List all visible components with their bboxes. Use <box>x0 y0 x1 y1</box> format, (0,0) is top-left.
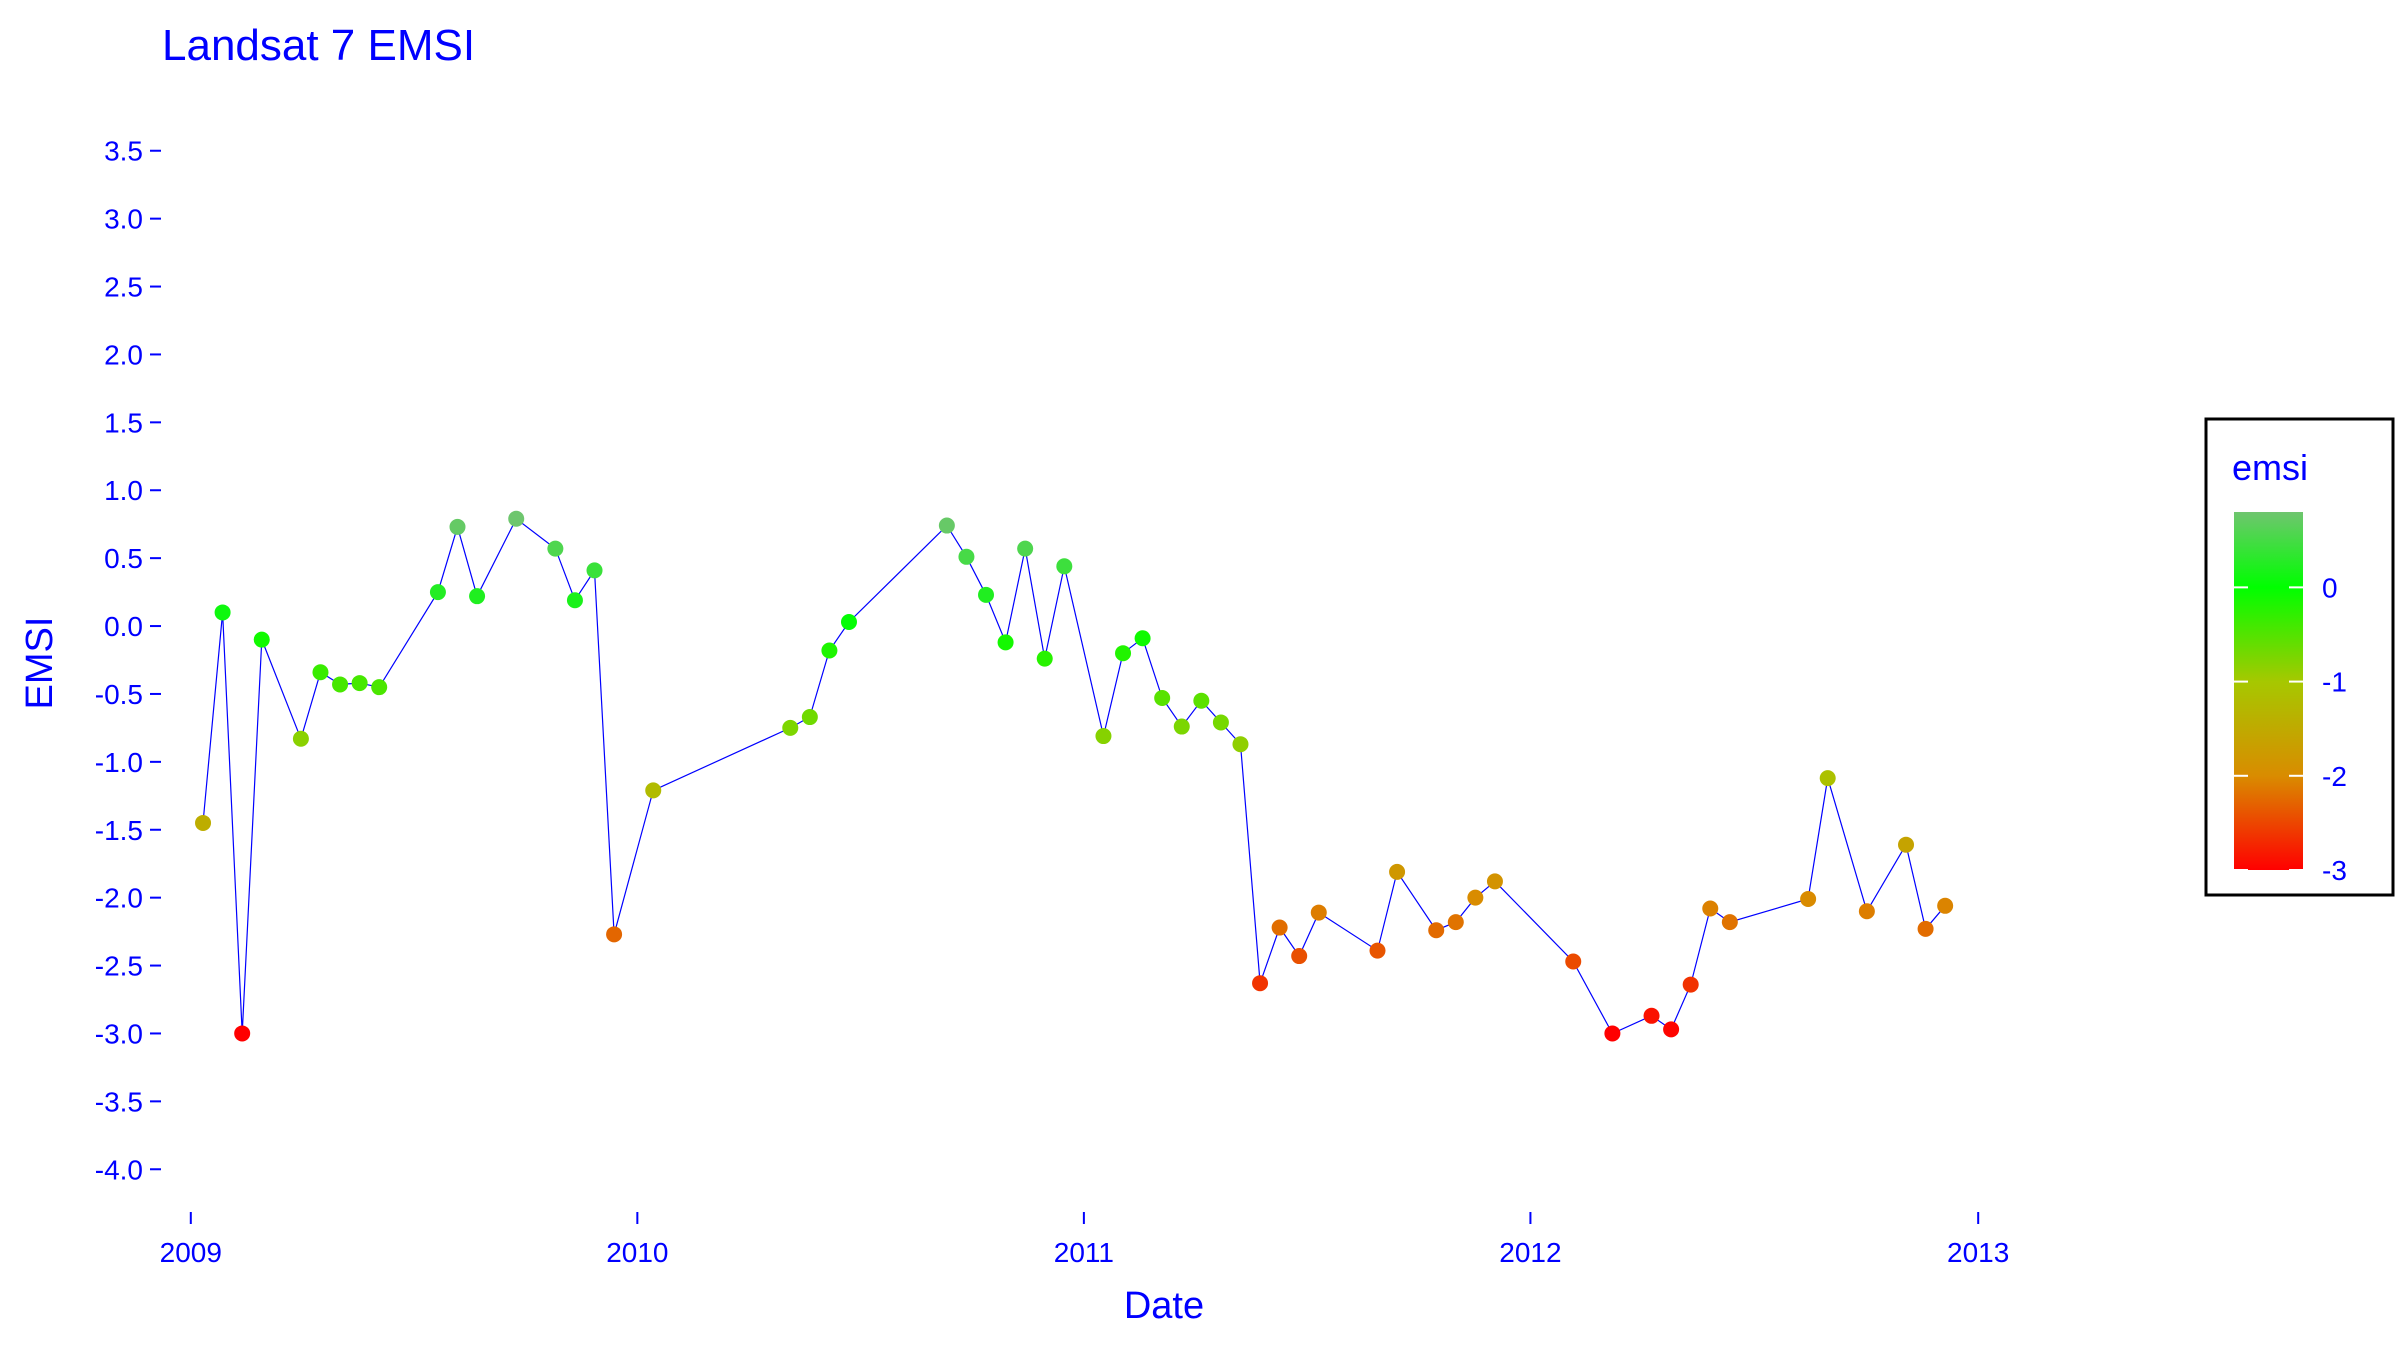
legend-tick-label: -1 <box>2322 667 2347 698</box>
y-tick-label: 2.5 <box>104 272 143 303</box>
data-point <box>1095 728 1112 745</box>
data-point <box>645 782 662 799</box>
data-point <box>1369 942 1386 959</box>
data-point <box>1389 863 1406 880</box>
data-point <box>938 517 955 534</box>
data-point <box>1486 873 1503 890</box>
data-point <box>978 586 995 603</box>
y-tick-label: -3.5 <box>95 1086 143 1117</box>
data-point <box>1467 889 1484 906</box>
data-point <box>1565 953 1582 970</box>
y-tick-label: 0.5 <box>104 543 143 574</box>
y-tick-label: 1.0 <box>104 475 143 506</box>
data-point <box>195 814 212 831</box>
data-point <box>1212 714 1229 731</box>
y-tick-label: -2.0 <box>95 883 143 914</box>
data-point <box>508 510 525 527</box>
data-point <box>586 562 603 579</box>
data-point <box>1604 1025 1621 1042</box>
y-tick-label: -4.0 <box>95 1154 143 1185</box>
data-point <box>449 518 466 535</box>
data-point <box>547 540 564 557</box>
y-tick-label: 3.5 <box>104 136 143 167</box>
data-point <box>469 588 486 605</box>
x-axis: 2009 2010 2011 2012 2013 <box>160 1212 2009 1268</box>
y-tick-label: 0.0 <box>104 611 143 642</box>
data-point <box>606 926 623 943</box>
data-point <box>1056 558 1073 575</box>
data-point <box>1173 718 1190 735</box>
data-point <box>332 676 349 693</box>
legend-colorbar <box>2234 512 2303 870</box>
data-point <box>782 719 799 736</box>
data-point <box>1643 1007 1660 1024</box>
data-point <box>292 730 309 747</box>
data-point <box>1017 540 1034 557</box>
y-tick-label: 1.5 <box>104 407 143 438</box>
data-point <box>1271 919 1288 936</box>
legend-title: emsi <box>2232 447 2308 488</box>
y-tick-label: 3.0 <box>104 204 143 235</box>
y-tick-label: -2.5 <box>95 951 143 982</box>
data-point <box>1663 1021 1680 1038</box>
data-point <box>1252 975 1269 992</box>
data-point <box>351 675 368 692</box>
data-point <box>840 613 857 630</box>
data-point <box>958 548 975 565</box>
x-tick-label: 2009 <box>160 1237 222 1268</box>
data-point <box>1898 836 1915 853</box>
data-point <box>801 709 818 726</box>
data-point <box>1721 914 1738 931</box>
data-point <box>1115 645 1132 662</box>
data-point <box>1800 891 1817 908</box>
series-line <box>202 517 1946 1035</box>
data-point <box>1134 630 1151 647</box>
data-point <box>1819 770 1836 787</box>
legend-tick-label: -3 <box>2322 855 2347 886</box>
y-axis: 3.5 3.0 2.5 2.0 1.5 1.0 0.5 0.0 -0.5 -1.0 -1.5 -2.0… <box>95 136 161 1185</box>
y-tick-label: -1.5 <box>95 815 143 846</box>
series-points <box>195 510 1954 1042</box>
y-tick-label: -0.5 <box>95 679 143 710</box>
x-tick-label: 2011 <box>1054 1237 1114 1268</box>
data-point <box>1310 904 1327 921</box>
data-point <box>1291 948 1308 965</box>
data-point <box>253 631 270 648</box>
data-point <box>1232 736 1249 753</box>
legend-ticks: 0 -1 -2 -3 <box>2234 572 2347 886</box>
x-tick-label: 2013 <box>1947 1237 2009 1268</box>
y-tick-label: -1.0 <box>95 747 143 778</box>
data-point <box>371 679 388 696</box>
data-point <box>997 634 1014 651</box>
data-point <box>1447 914 1464 931</box>
data-point <box>234 1025 251 1042</box>
y-tick-label: -3.0 <box>95 1018 143 1049</box>
x-tick-label: 2012 <box>1499 1237 1561 1268</box>
chart-title: Landsat 7 EMSI <box>162 21 475 70</box>
data-point <box>1193 692 1210 709</box>
y-tick-label: 2.0 <box>104 339 143 370</box>
data-point <box>429 584 446 601</box>
y-axis-title: EMSI <box>19 617 61 710</box>
data-point <box>312 664 329 681</box>
series-polyline <box>202 517 1946 1035</box>
data-point <box>214 604 231 621</box>
data-point <box>1917 920 1934 937</box>
data-point <box>1154 690 1171 707</box>
x-axis-title: Date <box>1124 1285 1204 1327</box>
data-point <box>566 592 583 609</box>
x-tick-label: 2010 <box>606 1237 668 1268</box>
legend-tick-label: 0 <box>2322 572 2338 603</box>
data-point <box>1702 900 1719 917</box>
data-point <box>1937 897 1954 914</box>
data-point <box>1428 922 1445 939</box>
data-point <box>1036 650 1053 667</box>
legend-tick-label: -2 <box>2322 761 2347 792</box>
data-point <box>1682 976 1699 993</box>
data-point <box>1858 903 1875 920</box>
legend: emsi 0 -1 -2 -3 <box>2204 417 2395 897</box>
data-point <box>821 642 838 659</box>
